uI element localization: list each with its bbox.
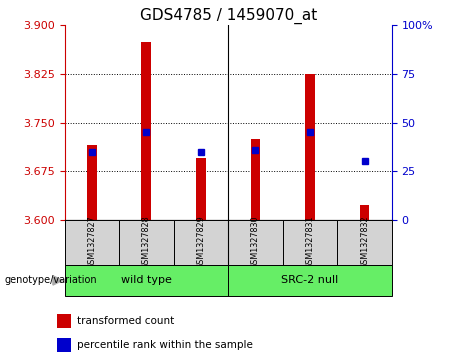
Text: percentile rank within the sample: percentile rank within the sample	[77, 340, 254, 350]
Text: genotype/variation: genotype/variation	[5, 275, 97, 285]
Bar	[337, 220, 392, 265]
Text: SRC-2 null: SRC-2 null	[281, 276, 339, 285]
Bar	[65, 220, 119, 265]
Text: GSM1327829: GSM1327829	[196, 215, 206, 269]
Bar	[228, 265, 392, 296]
Bar	[87, 145, 97, 220]
Text: GSM1327832: GSM1327832	[360, 216, 369, 269]
Text: transformed count: transformed count	[77, 316, 175, 326]
Bar	[142, 42, 151, 220]
Text: GSM1327830: GSM1327830	[251, 216, 260, 269]
Text: GSM1327828: GSM1327828	[142, 216, 151, 269]
Bar	[57, 314, 71, 329]
Bar	[360, 205, 369, 220]
Text: wild type: wild type	[121, 276, 172, 285]
Bar	[283, 220, 337, 265]
Bar	[305, 74, 315, 220]
Bar	[57, 338, 71, 352]
Text: GSM1327827: GSM1327827	[87, 215, 96, 269]
Bar	[251, 139, 260, 220]
Bar	[65, 265, 228, 296]
Title: GDS4785 / 1459070_at: GDS4785 / 1459070_at	[140, 8, 317, 24]
Bar	[228, 220, 283, 265]
Text: GSM1327831: GSM1327831	[306, 216, 314, 269]
Bar	[119, 220, 174, 265]
Bar	[196, 158, 206, 220]
Polygon shape	[53, 276, 63, 285]
Bar	[174, 220, 228, 265]
